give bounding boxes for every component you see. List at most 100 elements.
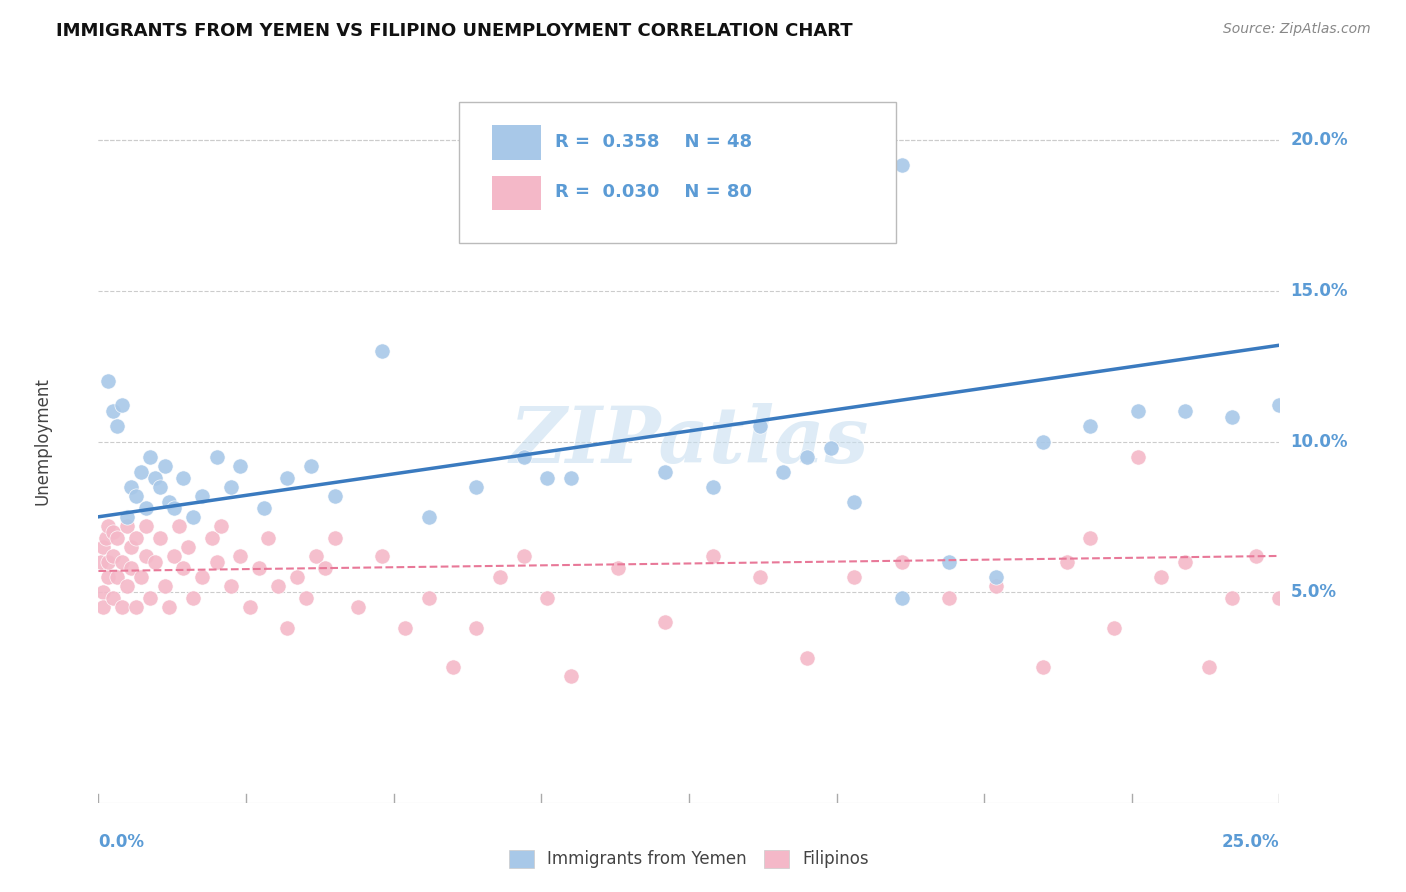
Point: [172, 470, 194, 484]
Point: [101, 524, 124, 539]
Point: [1126, 450, 1149, 464]
Point: [1220, 591, 1243, 606]
Point: [105, 531, 128, 545]
Point: [1268, 591, 1291, 606]
Point: [253, 500, 276, 515]
Point: [91, 585, 114, 599]
Point: [512, 549, 534, 563]
Point: [97, 570, 120, 584]
Point: [135, 549, 157, 563]
Point: [536, 591, 558, 606]
Point: [512, 450, 534, 464]
Point: [1174, 404, 1197, 418]
Point: [347, 600, 370, 615]
Point: [163, 549, 186, 563]
Point: [1032, 434, 1054, 449]
Legend: Immigrants from Yemen, Filipinos: Immigrants from Yemen, Filipinos: [502, 843, 876, 875]
FancyBboxPatch shape: [458, 102, 896, 243]
Point: [1032, 660, 1054, 674]
Point: [229, 458, 252, 473]
Point: [702, 480, 724, 494]
Point: [1268, 398, 1291, 412]
Point: [285, 570, 308, 584]
Point: [305, 549, 328, 563]
Point: [111, 398, 134, 412]
Text: 0.0%: 0.0%: [98, 833, 145, 851]
Point: [654, 615, 676, 630]
Point: [938, 555, 960, 569]
Point: [121, 480, 143, 494]
Point: [229, 549, 252, 563]
Point: [143, 555, 166, 569]
Text: 10.0%: 10.0%: [1291, 433, 1348, 450]
Point: [105, 419, 128, 434]
Point: [314, 561, 336, 575]
FancyBboxPatch shape: [492, 176, 541, 211]
Point: [844, 570, 866, 584]
Text: 20.0%: 20.0%: [1291, 131, 1348, 150]
Point: [267, 579, 290, 593]
Point: [1102, 621, 1125, 635]
Text: ZIPatlas: ZIPatlas: [509, 403, 869, 480]
Point: [890, 157, 912, 171]
Text: 5.0%: 5.0%: [1291, 583, 1337, 601]
Point: [299, 458, 322, 473]
Point: [247, 561, 270, 575]
Point: [536, 470, 558, 484]
Point: [984, 579, 1007, 593]
Point: [97, 374, 120, 388]
Text: Source: ZipAtlas.com: Source: ZipAtlas.com: [1223, 22, 1371, 37]
Point: [97, 518, 120, 533]
Point: [796, 651, 818, 665]
Text: 15.0%: 15.0%: [1291, 282, 1348, 300]
Text: R =  0.030    N = 80: R = 0.030 N = 80: [555, 183, 752, 202]
Point: [489, 570, 512, 584]
Point: [149, 531, 172, 545]
Point: [465, 621, 488, 635]
Point: [371, 549, 394, 563]
Point: [1080, 419, 1102, 434]
Point: [90, 555, 112, 569]
Point: [1080, 531, 1102, 545]
Point: [157, 494, 180, 508]
Point: [181, 591, 204, 606]
Point: [394, 621, 416, 635]
Point: [115, 579, 138, 593]
Point: [167, 518, 190, 533]
Point: [560, 669, 582, 683]
Point: [181, 509, 204, 524]
Point: [702, 549, 724, 563]
Point: [125, 531, 148, 545]
Point: [560, 470, 582, 484]
Point: [984, 570, 1007, 584]
Point: [135, 500, 157, 515]
Point: [201, 531, 224, 545]
Point: [1174, 555, 1197, 569]
Point: [418, 509, 440, 524]
Point: [101, 549, 124, 563]
Point: [276, 470, 298, 484]
Point: [890, 555, 912, 569]
Point: [97, 555, 120, 569]
Point: [748, 570, 770, 584]
Point: [121, 561, 143, 575]
Point: [129, 570, 152, 584]
Point: [1126, 404, 1149, 418]
Point: [295, 591, 318, 606]
Point: [1220, 410, 1243, 425]
Point: [607, 561, 630, 575]
Point: [135, 518, 157, 533]
Point: [205, 450, 228, 464]
Point: [938, 591, 960, 606]
Point: [371, 344, 394, 359]
Point: [153, 458, 176, 473]
Text: Unemployment: Unemployment: [34, 377, 52, 506]
Point: [465, 480, 488, 494]
Point: [125, 489, 148, 503]
Point: [890, 591, 912, 606]
Point: [276, 621, 298, 635]
FancyBboxPatch shape: [492, 125, 541, 160]
Point: [796, 450, 818, 464]
Point: [323, 531, 346, 545]
Point: [153, 579, 176, 593]
